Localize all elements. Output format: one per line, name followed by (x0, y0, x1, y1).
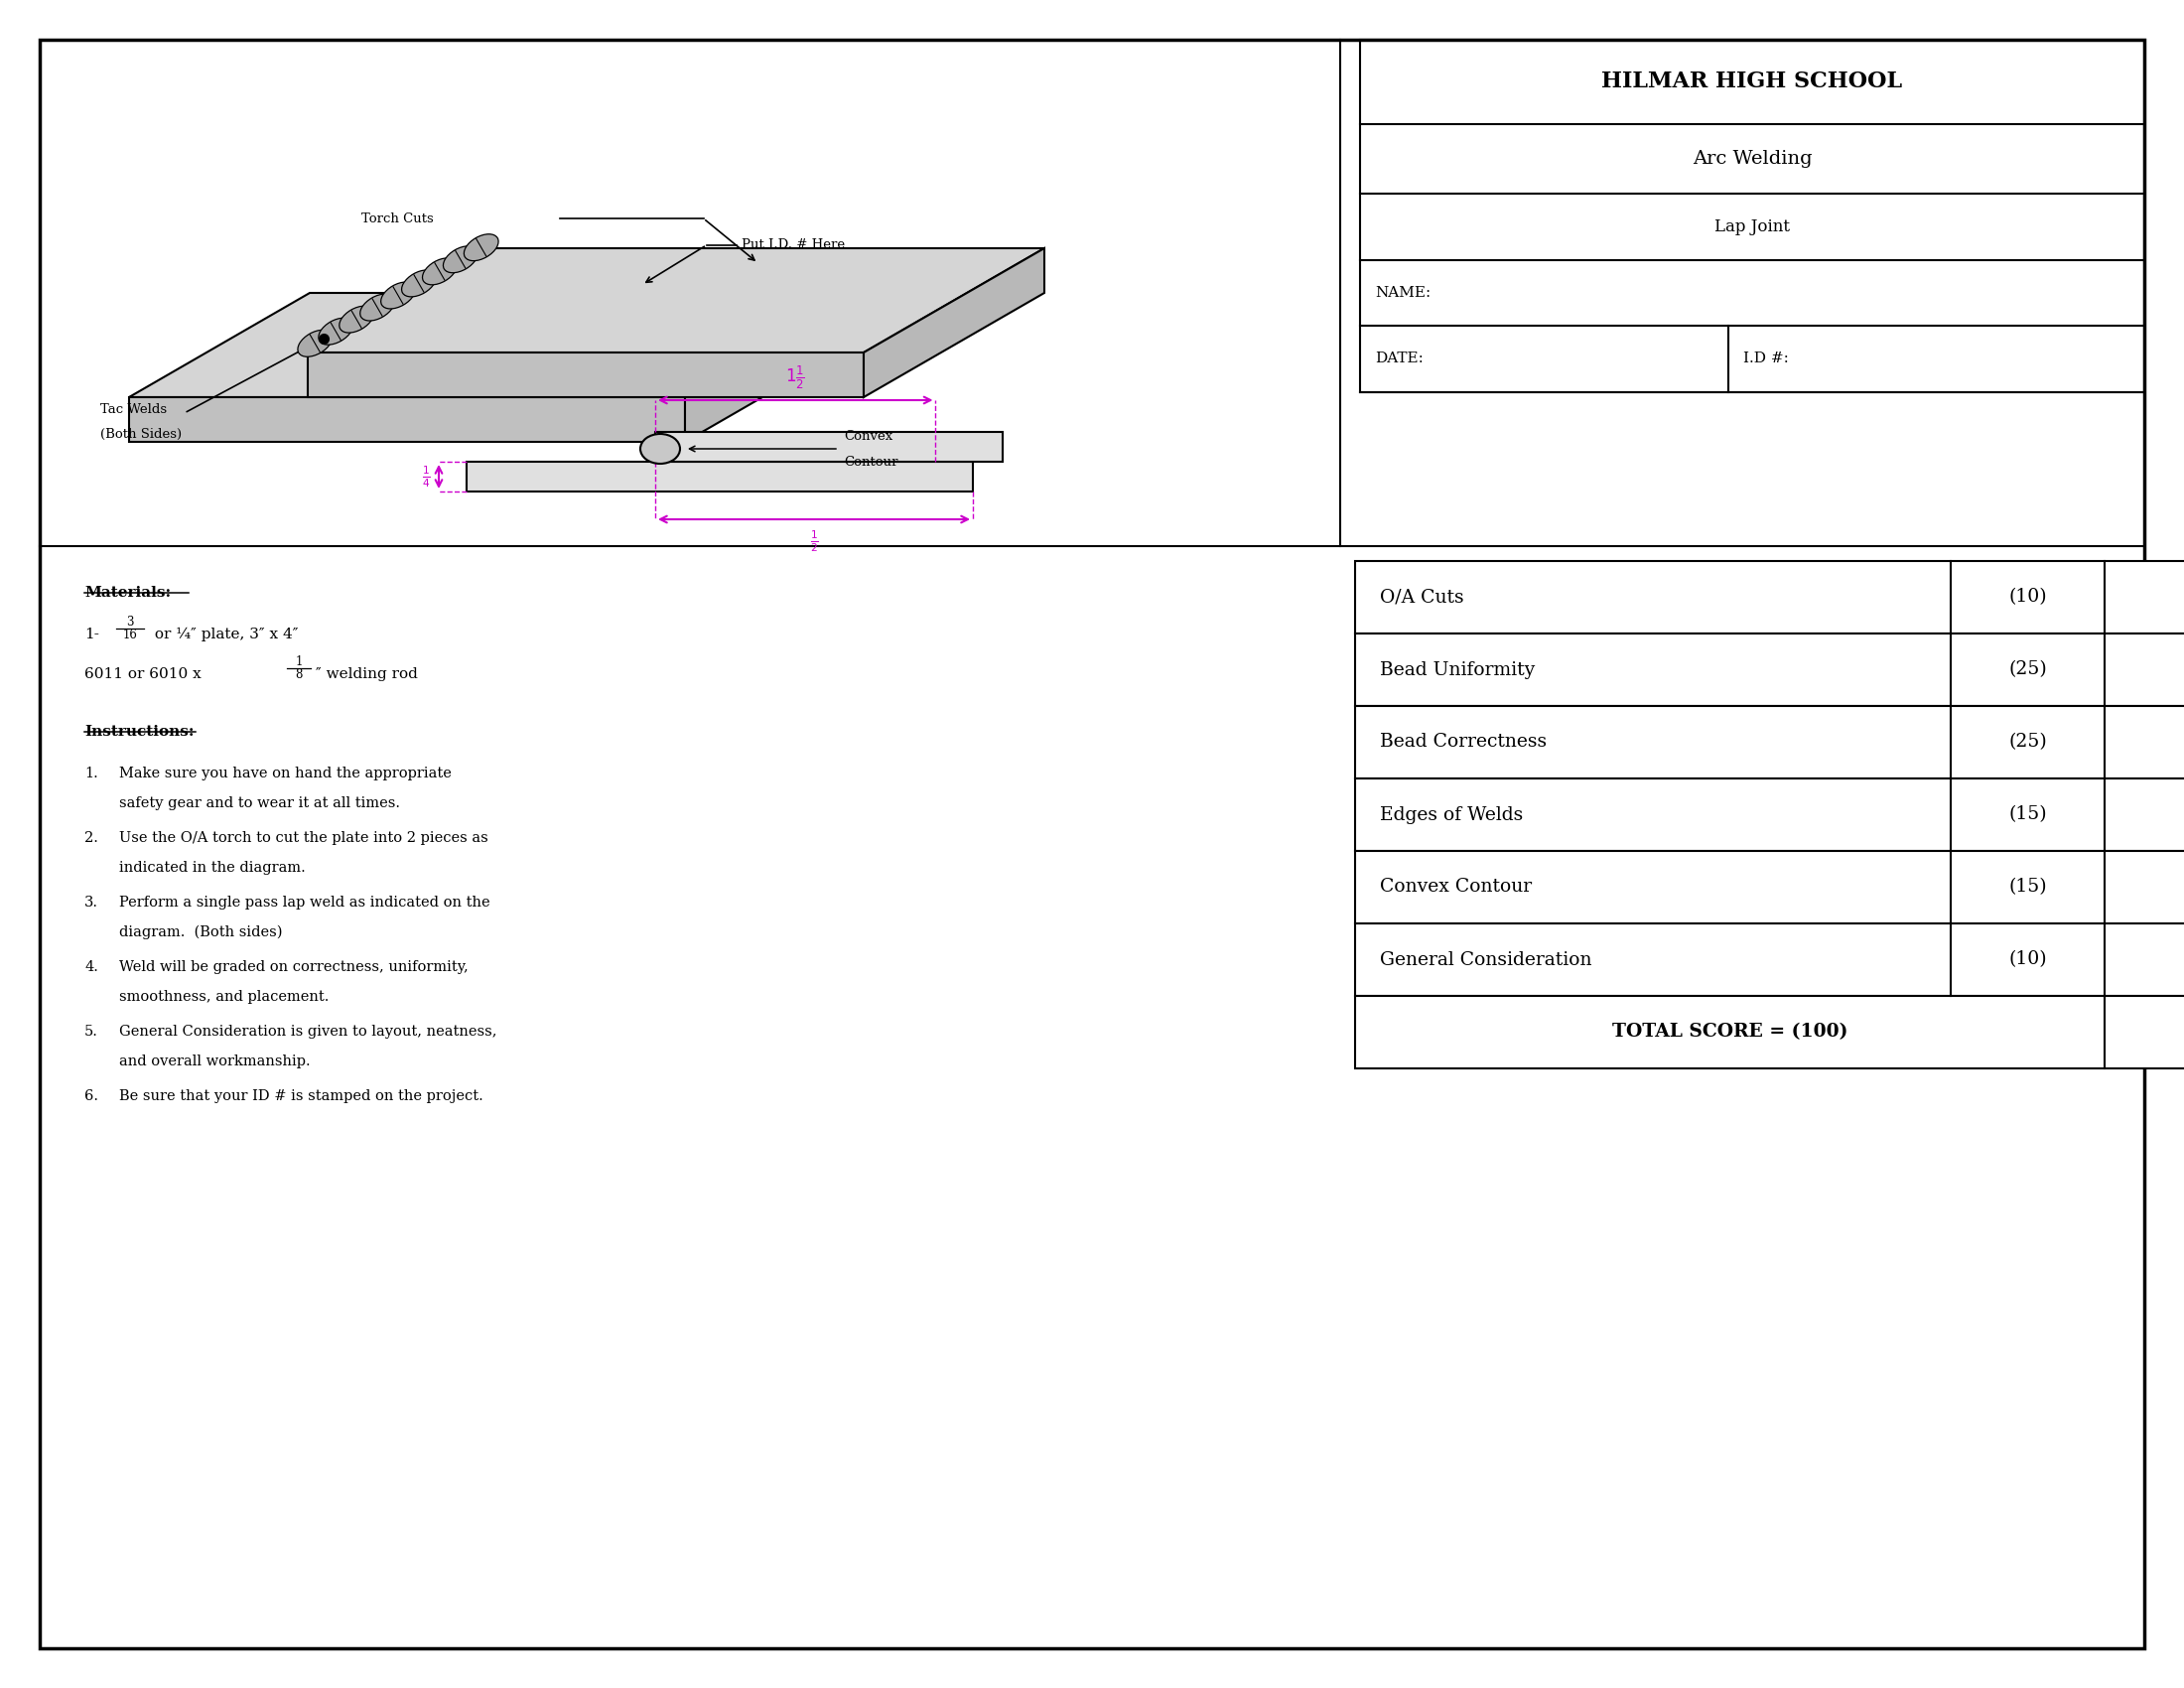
Bar (1361, 41, 2145, 392)
Polygon shape (863, 248, 1044, 397)
Text: 1: 1 (295, 655, 301, 668)
Text: Perform a single pass lap weld as indicated on the: Perform a single pass lap weld as indica… (120, 896, 489, 910)
Text: (10): (10) (2009, 589, 2046, 606)
Text: 16: 16 (122, 628, 138, 641)
Text: TOTAL SCORE = (100): TOTAL SCORE = (100) (1612, 1023, 1848, 1041)
Text: Bead Uniformity: Bead Uniformity (1380, 660, 1535, 679)
Ellipse shape (443, 246, 478, 273)
Ellipse shape (402, 270, 437, 297)
Text: (10): (10) (2009, 950, 2046, 969)
Text: safety gear and to wear it at all times.: safety gear and to wear it at all times. (120, 797, 400, 810)
Bar (1354, 560, 2184, 633)
Text: 3.: 3. (85, 896, 98, 910)
Text: indicated in the diagram.: indicated in the diagram. (120, 861, 306, 874)
Text: (Both Sides): (Both Sides) (100, 429, 181, 441)
Text: $\frac{1}{4}$: $\frac{1}{4}$ (422, 464, 430, 490)
Bar (1354, 778, 2184, 851)
Ellipse shape (380, 282, 415, 309)
Polygon shape (308, 248, 1044, 353)
Text: ″ welding rod: ″ welding rod (317, 667, 417, 682)
Ellipse shape (422, 258, 456, 285)
Polygon shape (129, 397, 686, 442)
Text: diagram.  (Both sides): diagram. (Both sides) (120, 925, 282, 940)
Polygon shape (655, 432, 1002, 463)
Bar (1354, 851, 2184, 923)
Bar (1354, 633, 2184, 706)
Text: NAME:: NAME: (1376, 285, 1431, 300)
Ellipse shape (297, 329, 332, 356)
Text: DATE:: DATE: (1376, 353, 1424, 366)
Text: Use the O/A torch to cut the plate into 2 pieces as: Use the O/A torch to cut the plate into … (120, 830, 489, 846)
Bar (1354, 706, 2184, 778)
Text: 1-: 1- (85, 628, 98, 641)
Polygon shape (308, 353, 863, 397)
Text: Edges of Welds: Edges of Welds (1380, 805, 1522, 824)
Text: Bead Correctness: Bead Correctness (1380, 733, 1546, 751)
Text: $\frac{1}{2}$: $\frac{1}{2}$ (810, 528, 819, 554)
Text: Instructions:: Instructions: (85, 724, 194, 739)
Ellipse shape (463, 235, 498, 262)
Ellipse shape (339, 306, 373, 333)
Text: Contour: Contour (843, 456, 898, 469)
Text: Make sure you have on hand the appropriate: Make sure you have on hand the appropria… (120, 766, 452, 780)
Text: 8: 8 (295, 668, 301, 682)
Text: Tac Welds: Tac Welds (100, 403, 166, 415)
Text: or ¼″ plate, 3″ x 4″: or ¼″ plate, 3″ x 4″ (151, 628, 299, 641)
Text: Be sure that your ID # is stamped on the project.: Be sure that your ID # is stamped on the… (120, 1089, 483, 1104)
Text: Weld will be graded on correctness, uniformity,: Weld will be graded on correctness, unif… (120, 960, 467, 974)
Bar (1354, 996, 2184, 1069)
Text: Convex: Convex (843, 430, 893, 442)
Text: 2.: 2. (85, 830, 98, 846)
Text: Torch Cuts: Torch Cuts (360, 213, 432, 225)
Bar (1354, 923, 2184, 996)
Text: $1\frac{1}{2}$: $1\frac{1}{2}$ (786, 365, 806, 392)
Text: 3: 3 (127, 616, 133, 628)
Text: Put I.D. # Here: Put I.D. # Here (740, 238, 845, 252)
Text: 6.: 6. (85, 1089, 98, 1104)
Text: I.D #:: I.D #: (1743, 353, 1789, 366)
Text: (25): (25) (2009, 733, 2046, 751)
Text: (25): (25) (2009, 660, 2046, 679)
Ellipse shape (360, 294, 395, 321)
Text: Convex Contour: Convex Contour (1380, 878, 1531, 896)
Text: 1.: 1. (85, 766, 98, 780)
Text: 4.: 4. (85, 960, 98, 974)
Ellipse shape (319, 317, 354, 344)
Text: Arc Welding: Arc Welding (1693, 150, 1813, 167)
Text: 5.: 5. (85, 1025, 98, 1038)
Polygon shape (129, 294, 865, 397)
Text: Materials:: Materials: (85, 586, 170, 599)
Text: General Consideration: General Consideration (1380, 950, 1592, 969)
Text: 6011 or 6010 x: 6011 or 6010 x (85, 667, 205, 682)
Text: Lap Joint: Lap Joint (1714, 218, 1791, 235)
Text: O/A Cuts: O/A Cuts (1380, 589, 1463, 606)
Polygon shape (686, 294, 865, 442)
Text: and overall workmanship.: and overall workmanship. (120, 1055, 310, 1069)
Text: HILMAR HIGH SCHOOL: HILMAR HIGH SCHOOL (1601, 71, 1902, 93)
Ellipse shape (640, 434, 679, 464)
Text: General Consideration is given to layout, neatness,: General Consideration is given to layout… (120, 1025, 498, 1038)
Text: (15): (15) (2009, 878, 2046, 896)
Polygon shape (467, 463, 972, 491)
Text: (15): (15) (2009, 805, 2046, 824)
Text: smoothness, and placement.: smoothness, and placement. (120, 989, 330, 1004)
